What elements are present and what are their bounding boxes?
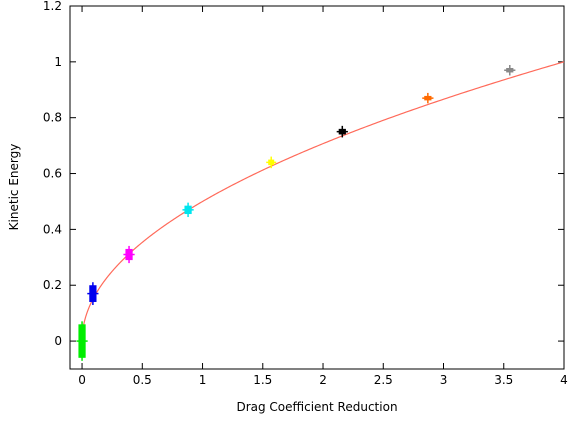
plot-area [69, 5, 565, 370]
y-tick-label: 1 [54, 55, 62, 69]
y-tick-label: 0.6 [43, 167, 62, 181]
x-tick-label: 4 [560, 373, 568, 387]
data-point [123, 245, 135, 264]
data-points-group [76, 64, 516, 361]
x-tick-label: 0.5 [133, 373, 152, 387]
x-tick-label: 1.5 [253, 373, 272, 387]
y-tick-label: 0.4 [43, 222, 62, 236]
y-axis-title: Kinetic Energy [7, 144, 21, 231]
y-tick-label: 0.8 [43, 111, 62, 125]
data-point [422, 92, 434, 104]
y-tick-label: 1.2 [43, 0, 62, 13]
data-point [182, 202, 194, 218]
data-point [76, 321, 88, 361]
axis-ticks: 0 0.5 1 1.5 2 2.5 3 3.5 4 0 0.2 0.4 0.6 0.8 1 1.2 [43, 0, 568, 387]
x-axis-title: Drag Coefficient Reduction [236, 400, 397, 414]
y-tick-label: 0 [54, 334, 62, 348]
x-tick-label: 2.5 [374, 373, 393, 387]
data-point [266, 156, 277, 169]
x-tick-label: 1 [199, 373, 207, 387]
x-tick-label: 2 [319, 373, 327, 387]
data-point [336, 125, 348, 138]
data-point [87, 282, 99, 305]
x-tick-label: 0 [78, 373, 86, 387]
x-tick-label: 3 [440, 373, 448, 387]
y-tick-label: 0.2 [43, 278, 62, 292]
data-point [504, 64, 516, 76]
x-tick-label: 3.5 [494, 373, 513, 387]
